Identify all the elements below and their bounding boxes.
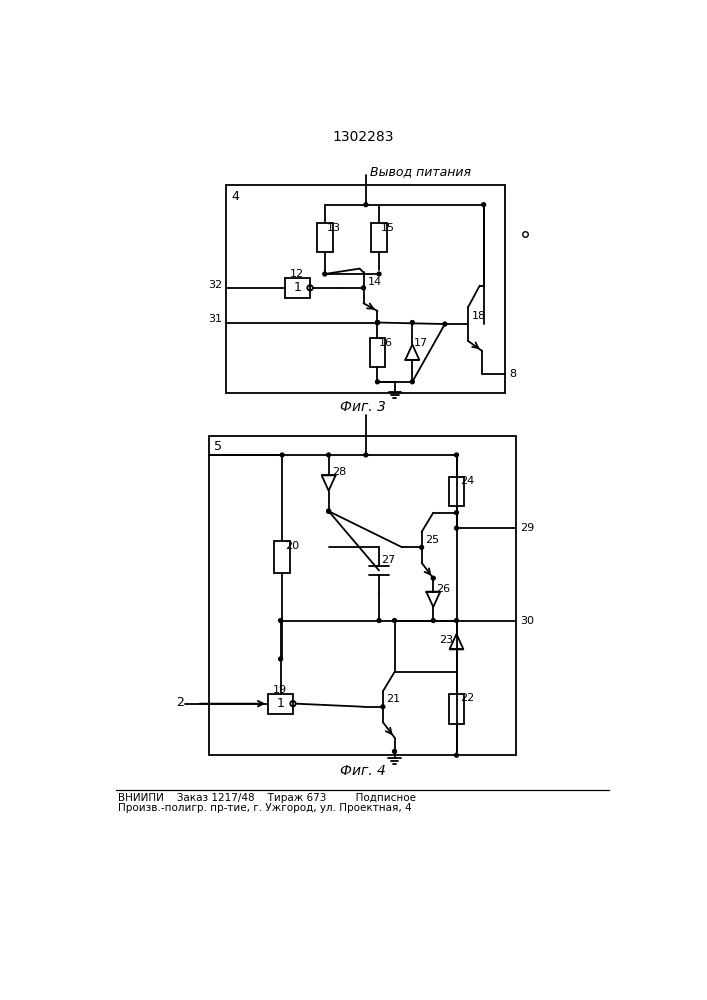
Text: 15: 15: [381, 223, 395, 233]
Bar: [370, 338, 385, 367]
Text: 28: 28: [332, 467, 346, 477]
Text: Вывод питания: Вывод питания: [370, 165, 471, 178]
Text: 1: 1: [276, 697, 284, 710]
Circle shape: [410, 321, 414, 324]
Circle shape: [381, 705, 385, 709]
Bar: [449, 694, 464, 724]
Bar: [274, 541, 290, 573]
Circle shape: [392, 749, 397, 753]
Circle shape: [455, 511, 458, 515]
Bar: [285, 278, 310, 298]
Circle shape: [443, 322, 447, 326]
Text: 21: 21: [386, 694, 400, 704]
Text: 2: 2: [176, 696, 184, 709]
Circle shape: [481, 203, 486, 207]
Text: 30: 30: [520, 615, 534, 626]
Circle shape: [377, 619, 381, 622]
Circle shape: [375, 380, 380, 384]
Text: ВНИИПИ    Заказ 1217/48    Тираж 673         Подписное: ВНИИПИ Заказ 1217/48 Тираж 673 Подписное: [118, 793, 416, 803]
Circle shape: [377, 272, 381, 276]
Bar: [268, 694, 293, 714]
Text: 12: 12: [290, 269, 304, 279]
Circle shape: [455, 619, 458, 622]
Circle shape: [327, 509, 331, 513]
Circle shape: [375, 321, 380, 324]
Bar: [317, 223, 332, 252]
Text: 25: 25: [425, 535, 439, 545]
Circle shape: [431, 619, 436, 622]
Circle shape: [327, 453, 331, 457]
Text: 1: 1: [293, 281, 302, 294]
Text: 14: 14: [368, 277, 382, 287]
Circle shape: [431, 576, 436, 580]
Text: Фиг. 3: Фиг. 3: [340, 400, 385, 414]
Text: 26: 26: [436, 584, 450, 594]
Text: 20: 20: [285, 541, 299, 551]
Circle shape: [279, 657, 283, 661]
Text: 29: 29: [520, 523, 534, 533]
Text: 24: 24: [460, 476, 474, 486]
Text: Фиг. 4: Фиг. 4: [340, 764, 385, 778]
Circle shape: [455, 453, 458, 457]
Circle shape: [364, 203, 368, 207]
Text: 22: 22: [460, 693, 474, 703]
Text: 19: 19: [273, 685, 287, 695]
Text: 17: 17: [414, 338, 428, 348]
Circle shape: [323, 272, 327, 276]
Text: 16: 16: [379, 338, 393, 348]
Text: Произв.-полигр. пр-тие, г. Ужгород, ул. Проектная, 4: Произв.-полигр. пр-тие, г. Ужгород, ул. …: [118, 803, 411, 813]
Text: 23: 23: [440, 635, 454, 645]
Text: 32: 32: [209, 280, 223, 290]
Circle shape: [455, 526, 458, 530]
Text: 13: 13: [327, 223, 341, 233]
Text: 4: 4: [232, 190, 240, 203]
Circle shape: [392, 619, 397, 622]
Circle shape: [364, 453, 368, 457]
Text: 1302283: 1302283: [332, 130, 394, 144]
Bar: [449, 477, 464, 506]
Text: 5: 5: [214, 440, 222, 453]
Circle shape: [361, 286, 366, 290]
Text: 8: 8: [509, 369, 516, 379]
Circle shape: [327, 509, 331, 513]
Text: 27: 27: [381, 555, 396, 565]
Circle shape: [375, 321, 380, 324]
Bar: [371, 223, 387, 252]
Circle shape: [420, 545, 423, 549]
Text: 18: 18: [472, 311, 486, 321]
Circle shape: [455, 753, 458, 757]
Text: 31: 31: [209, 314, 223, 324]
Circle shape: [280, 453, 284, 457]
Circle shape: [279, 619, 283, 622]
Circle shape: [375, 321, 380, 324]
Circle shape: [410, 380, 414, 384]
